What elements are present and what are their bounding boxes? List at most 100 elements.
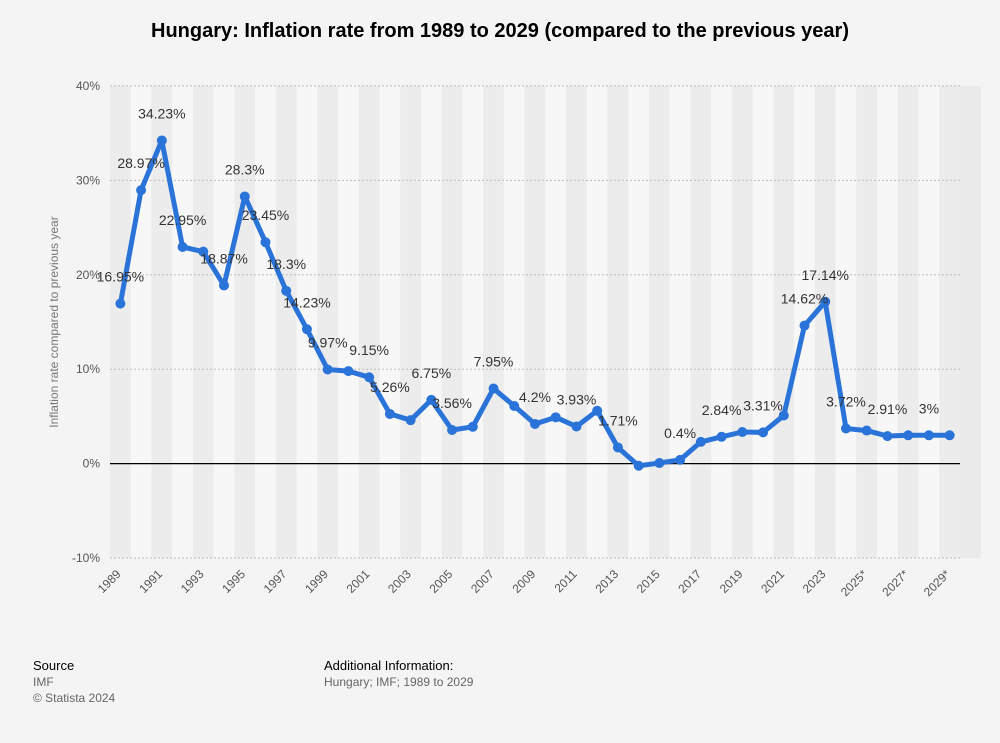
data-point[interactable] (695, 436, 706, 447)
data-point[interactable] (301, 324, 312, 335)
data-point[interactable] (322, 364, 333, 375)
x-tick-label: 2011 (552, 567, 580, 595)
data-point[interactable] (260, 237, 271, 248)
column-band (649, 86, 670, 558)
column-band (358, 86, 380, 558)
line-chart: 40% 30% 20% 10% 0% -10% Inflation rate compar… (47, 79, 981, 600)
x-tick-label: 2023 (800, 567, 829, 596)
column-band (731, 86, 753, 558)
x-tick-label: 1995 (219, 567, 248, 596)
data-point[interactable] (882, 431, 893, 442)
column-band (628, 86, 650, 558)
data-point[interactable] (799, 320, 810, 331)
data-label: 34.23% (138, 105, 185, 121)
data-point[interactable] (239, 191, 250, 202)
data-point[interactable] (364, 372, 375, 383)
data-point[interactable] (530, 418, 540, 429)
data-point[interactable] (447, 424, 458, 435)
column-band (814, 86, 836, 558)
x-tick-label: 1991 (136, 567, 165, 596)
column-band (317, 86, 339, 558)
data-point[interactable] (612, 442, 623, 453)
data-point[interactable] (861, 425, 872, 436)
data-point[interactable] (675, 454, 686, 465)
data-point[interactable] (903, 430, 914, 441)
column-bands (110, 86, 981, 558)
data-label: 5.26% (370, 379, 410, 395)
data-label: 3.93% (557, 392, 597, 408)
column-band (420, 86, 442, 558)
data-label: 22.95% (159, 212, 206, 228)
data-labels: 16.95% 28.97% 34.23% 22.95% 18.87% 28.3% 23.45… (97, 105, 939, 440)
column-band (545, 86, 567, 558)
data-point[interactable] (820, 296, 831, 307)
copyright: © Statista 2024 (33, 691, 116, 705)
column-band (255, 86, 276, 558)
data-point[interactable] (281, 285, 292, 296)
source-name[interactable]: IMF (33, 675, 54, 689)
column-band (835, 86, 857, 558)
x-tick-label: 2013 (592, 567, 621, 596)
data-label: 1.71% (598, 412, 638, 428)
source-heading: Source (33, 658, 75, 673)
data-label: 14.23% (283, 294, 330, 310)
y-axis-ticks: 40% 30% 20% 10% 0% -10% (72, 79, 100, 565)
data-label: 18.3% (266, 256, 306, 272)
column-band (524, 86, 546, 558)
data-point[interactable] (405, 415, 416, 426)
data-point[interactable] (944, 430, 955, 441)
data-point[interactable] (426, 394, 437, 405)
x-tick-label: 2017 (675, 567, 704, 596)
x-tick-label: 2019 (717, 567, 746, 596)
x-tick-label: 2027* (879, 567, 911, 599)
column-band (234, 86, 256, 558)
y-tick-label: 20% (76, 268, 100, 282)
additional-info-block: Additional Information: Hungary; IMF; 19… (324, 658, 473, 690)
x-tick-label: 2025* (838, 567, 870, 599)
data-label: 28.97% (117, 155, 164, 171)
data-point[interactable] (758, 427, 769, 438)
data-point[interactable] (177, 241, 188, 252)
data-point[interactable] (136, 185, 147, 196)
data-point[interactable] (592, 405, 603, 416)
y-tick-label: 40% (76, 79, 100, 93)
column-band (856, 86, 878, 558)
data-point[interactable] (571, 421, 582, 432)
column-band (400, 86, 421, 558)
x-tick-label: 1989 (95, 567, 124, 596)
data-point[interactable] (384, 408, 395, 419)
data-point[interactable] (509, 401, 520, 412)
x-tick-label: 2003 (385, 567, 414, 596)
x-tick-label: 2015 (634, 567, 663, 596)
data-point[interactable] (654, 458, 665, 469)
column-band (607, 86, 629, 558)
data-point[interactable] (550, 412, 561, 423)
info-heading: Additional Information: (324, 658, 454, 673)
data-point[interactable] (115, 298, 126, 309)
column-band (939, 86, 960, 558)
x-tick-label: 2005 (427, 567, 456, 596)
data-point[interactable] (343, 366, 354, 377)
data-point[interactable] (716, 431, 727, 442)
data-label: 0.4% (664, 425, 696, 441)
column-band (897, 86, 919, 558)
data-point[interactable] (488, 383, 499, 394)
x-tick-label: 2009 (510, 567, 539, 596)
data-point[interactable] (840, 423, 851, 434)
data-point[interactable] (923, 430, 934, 441)
data-point[interactable] (467, 421, 478, 432)
data-points (115, 135, 955, 471)
data-point[interactable] (633, 460, 644, 471)
data-point[interactable] (737, 426, 748, 437)
column-band (586, 86, 608, 558)
data-label: 3% (919, 400, 939, 416)
data-point[interactable] (198, 246, 209, 257)
data-point[interactable] (156, 135, 167, 146)
column-band (877, 86, 898, 558)
data-point[interactable] (778, 410, 789, 421)
data-point[interactable] (219, 280, 230, 291)
column-band (669, 86, 691, 558)
column-band (192, 86, 214, 558)
column-band (379, 86, 401, 558)
gridlines (110, 85, 960, 559)
